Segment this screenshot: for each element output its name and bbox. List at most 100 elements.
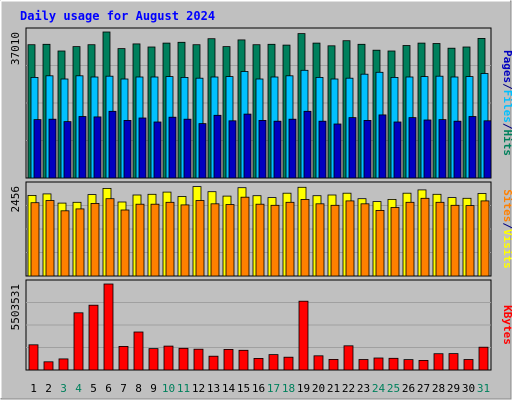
bar-kbytes	[388, 357, 399, 371]
bar-sites	[225, 204, 235, 277]
bar-kbytes	[28, 344, 39, 371]
bar-kbytes	[478, 346, 489, 371]
panel-visits_sites: 2456 Sites/Visits	[9, 181, 512, 277]
bar-pages	[183, 118, 192, 179]
bar-pages	[153, 121, 162, 179]
x-tick-label: 27	[417, 382, 430, 395]
bar-kbytes	[403, 359, 414, 371]
bar-kbytes	[268, 354, 279, 371]
bar-pages	[33, 119, 42, 179]
legend-separator: /	[501, 123, 512, 130]
bar-pages	[123, 120, 132, 179]
bar-pages	[258, 120, 267, 179]
bar-sites	[75, 208, 85, 277]
bar-kbytes	[193, 348, 204, 371]
bar-sites	[390, 207, 400, 277]
bar-sites	[240, 196, 250, 277]
bar-pages	[93, 116, 102, 179]
x-tick-label: 7	[120, 382, 127, 395]
bar-pages	[393, 121, 402, 179]
bar-sites	[360, 203, 370, 277]
bar-sites	[195, 200, 205, 277]
bar-sites	[60, 210, 70, 277]
x-tick-label: 14	[222, 382, 236, 395]
bar-pages	[318, 120, 327, 179]
bar-pages	[453, 120, 462, 179]
bar-pages	[423, 119, 432, 179]
legend-item: Visits	[501, 229, 512, 269]
legend-item: Hits	[501, 130, 512, 157]
y-max-label: 2456	[9, 186, 22, 213]
bar-sites	[45, 200, 55, 277]
x-tick-label: 20	[312, 382, 325, 395]
x-tick-label: 17	[267, 382, 280, 395]
bar-pages	[198, 123, 207, 179]
bar-kbytes	[73, 312, 84, 371]
x-tick-label: 3	[60, 382, 67, 395]
bar-kbytes	[418, 359, 429, 371]
bar-kbytes	[133, 331, 144, 371]
bar-sites	[420, 197, 430, 277]
panel-hits_files_pages: 37010 Pages/Files/Hits	[9, 27, 512, 179]
bar-kbytes	[88, 304, 99, 371]
legend-item: Pages	[501, 50, 512, 83]
x-tick-label: 28	[432, 382, 445, 395]
bar-kbytes	[43, 361, 54, 371]
bar-kbytes	[253, 357, 264, 371]
bar-sites	[30, 202, 40, 277]
x-tick-label: 10	[162, 382, 175, 395]
bar-kbytes	[328, 358, 339, 371]
bar-pages	[108, 110, 117, 179]
legend-separator: /	[501, 222, 512, 229]
x-tick-label: 23	[357, 382, 370, 395]
bar-pages	[438, 119, 447, 179]
bar-kbytes	[358, 359, 369, 371]
chart-title: Daily usage for August 2024	[20, 9, 215, 23]
bar-kbytes	[208, 355, 219, 371]
bar-kbytes	[103, 283, 114, 371]
bar-kbytes	[343, 345, 354, 371]
x-tick-label: 21	[327, 382, 340, 395]
bar-kbytes	[178, 347, 189, 371]
x-tick-label: 31	[477, 382, 490, 395]
bar-pages	[48, 118, 57, 179]
bar-pages	[468, 116, 477, 179]
bar-kbytes	[298, 300, 309, 371]
legend-hits_files_pages: Pages/Files/Hits	[501, 50, 512, 156]
bar-kbytes	[373, 357, 384, 371]
bar-kbytes	[163, 345, 174, 371]
bar-sites	[120, 209, 130, 277]
bar-pages	[168, 116, 177, 179]
bar-sites	[255, 203, 265, 277]
bar-kbytes	[313, 355, 324, 371]
bar-kbytes	[223, 348, 234, 371]
bar-pages	[138, 117, 147, 179]
x-tick-label: 6	[105, 382, 112, 395]
x-tick-label: 19	[297, 382, 310, 395]
x-tick-label: 30	[462, 382, 475, 395]
bar-sites	[480, 200, 490, 277]
bar-pages	[213, 114, 222, 179]
bar-sites	[135, 203, 145, 277]
x-tick-label: 13	[207, 382, 220, 395]
x-tick-label: 26	[402, 382, 415, 395]
bar-sites	[435, 201, 445, 277]
y-max-label: 37010	[9, 32, 22, 65]
bar-kbytes	[448, 353, 459, 371]
bar-sites	[450, 204, 460, 277]
legend-kbytes: KBytes	[501, 305, 512, 345]
y-max-label: 5503531	[9, 284, 22, 330]
x-tick-label: 22	[342, 382, 355, 395]
legend-item: KBytes	[501, 305, 512, 345]
bar-pages	[273, 120, 282, 179]
x-tick-label: 5	[90, 382, 97, 395]
x-tick-label: 11	[177, 382, 190, 395]
bar-pages	[408, 117, 417, 179]
bar-pages	[243, 113, 252, 179]
bar-pages	[303, 110, 312, 179]
bar-kbytes	[463, 359, 474, 371]
legend-separator: /	[501, 83, 512, 90]
bar-sites	[405, 201, 415, 277]
x-tick-label: 8	[135, 382, 142, 395]
